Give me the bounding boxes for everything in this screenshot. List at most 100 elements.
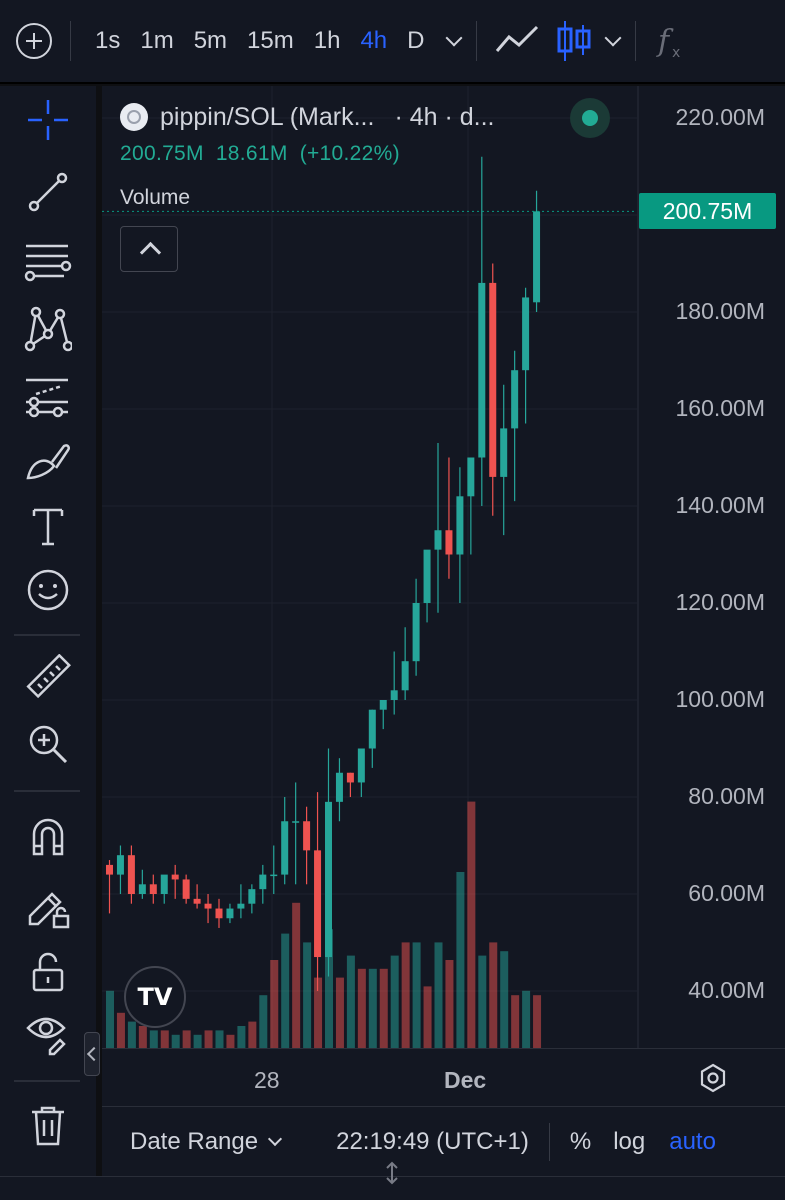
volume-bar xyxy=(116,1012,125,1048)
forecast-icon[interactable] xyxy=(18,366,78,426)
fib-retracement-icon[interactable] xyxy=(18,232,78,292)
volume-bar xyxy=(149,1030,158,1048)
candle-body xyxy=(379,700,387,710)
candles-icon[interactable] xyxy=(553,17,593,65)
candle-body xyxy=(248,889,256,904)
text-icon[interactable] xyxy=(18,496,78,556)
volume-bar xyxy=(259,995,268,1048)
candle-body xyxy=(325,801,332,958)
timeframe-4h[interactable]: 4h xyxy=(360,27,388,54)
volume-bar xyxy=(325,929,333,1048)
date-range-button[interactable]: Date Range xyxy=(130,1127,259,1155)
top-toolbar: 1s 1m 5m 15m 1h 4h D f x xyxy=(0,0,785,84)
volume-bar xyxy=(357,968,366,1048)
candle-body xyxy=(281,821,289,875)
unlock-icon[interactable] xyxy=(18,942,78,1002)
trash-icon[interactable] xyxy=(18,1096,78,1156)
collapse-legend-button[interactable] xyxy=(120,226,178,272)
candle-body xyxy=(357,748,365,783)
trend-line-icon[interactable] xyxy=(18,162,78,222)
candle-body xyxy=(346,772,354,783)
toolbar-collapse-handle[interactable] xyxy=(84,1032,100,1076)
toolbar-divider xyxy=(548,1122,550,1161)
candle-body xyxy=(116,855,124,875)
candlestick-chart[interactable] xyxy=(102,86,785,1048)
volume-bar xyxy=(204,1030,213,1048)
candle-body xyxy=(226,908,234,919)
xabcd-pattern-icon[interactable] xyxy=(18,298,78,358)
change-percent: (+10.22%) xyxy=(299,142,400,165)
symbol-title[interactable]: pippin/SOL (Mark... xyxy=(160,102,375,131)
pane-resize-handle[interactable] xyxy=(0,1161,785,1200)
candle-body xyxy=(456,496,464,555)
time-label-28: 28 xyxy=(254,1067,280,1093)
tradingview-logo[interactable]: TV xyxy=(124,966,186,1028)
timeframe-1h[interactable]: 1h xyxy=(313,27,341,54)
time-axis[interactable]: 28 Dec xyxy=(102,1048,785,1106)
ruler-icon[interactable] xyxy=(18,648,78,708)
candle-body xyxy=(412,603,420,662)
clock-timezone[interactable]: 22:19:49 (UTC+1) xyxy=(336,1127,529,1155)
magnet-icon[interactable] xyxy=(18,806,78,866)
price-axis-label: 140.00M xyxy=(675,492,765,518)
brush-icon[interactable] xyxy=(18,432,78,492)
timeframe-15m[interactable]: 15m xyxy=(247,27,294,54)
candle-body xyxy=(182,879,190,899)
symbol-legend: pippin/SOL (Mark... · 4h · d... 200.75M 1… xyxy=(120,100,494,166)
chevron-down-icon[interactable] xyxy=(268,1131,283,1146)
candle-body xyxy=(171,874,179,880)
volume-bar xyxy=(106,990,114,1048)
market-status-icon[interactable] xyxy=(570,98,610,138)
drawing-toolbar xyxy=(0,86,96,1176)
add-symbol-icon[interactable] xyxy=(16,23,52,59)
volume-bar xyxy=(270,960,279,1048)
volume-bar xyxy=(445,960,454,1048)
volume-indicator-label[interactable]: Volume xyxy=(120,186,191,209)
timeframe-d[interactable]: D xyxy=(407,27,425,54)
candle-body xyxy=(522,297,530,371)
eye-icon[interactable] xyxy=(18,1002,78,1062)
toolbar-divider xyxy=(14,634,80,636)
volume-bar xyxy=(423,986,432,1048)
chart-pane[interactable]: pippin/SOL (Mark... · 4h · d... 200.75M 1… xyxy=(102,86,785,1106)
volume-bar xyxy=(215,1030,224,1048)
indicators-fx-icon[interactable]: f x xyxy=(650,19,694,63)
auto-scale-toggle[interactable]: auto xyxy=(669,1127,716,1155)
candle-body xyxy=(434,530,442,550)
volume-bar xyxy=(138,1026,147,1048)
candle-body xyxy=(160,874,168,894)
candle-body xyxy=(138,884,146,894)
candle-body xyxy=(292,821,300,823)
settings-icon[interactable] xyxy=(698,1063,728,1093)
toolbar-divider xyxy=(70,21,71,61)
candle-body xyxy=(303,821,311,851)
line-chart-icon[interactable] xyxy=(491,21,547,61)
timeframe-1s[interactable]: 1s xyxy=(95,27,121,54)
crosshair-icon[interactable] xyxy=(18,90,78,150)
percent-scale-toggle[interactable]: % xyxy=(569,1127,592,1155)
volume-bar xyxy=(292,902,301,1048)
zoom-in-icon[interactable] xyxy=(18,714,78,774)
change-value: 18.61M xyxy=(215,142,288,165)
candle-body xyxy=(149,884,157,894)
chevron-down-icon[interactable] xyxy=(604,29,622,47)
resize-arrows-icon[interactable] xyxy=(382,1161,402,1185)
volume-bar xyxy=(379,968,388,1048)
candle-body xyxy=(237,903,245,909)
volume-bar xyxy=(303,942,312,1048)
candle-body xyxy=(259,874,267,890)
candle-body xyxy=(204,903,212,909)
lock-drawings-icon[interactable] xyxy=(18,876,78,936)
price-axis-label: 120.00M xyxy=(675,589,765,615)
timeframe-5m[interactable]: 5m xyxy=(193,27,228,54)
volume-bar xyxy=(193,1034,202,1048)
candle-body xyxy=(533,211,541,303)
timeframe-1m[interactable]: 1m xyxy=(140,27,174,54)
emoji-icon[interactable] xyxy=(18,560,78,620)
toolbar-divider xyxy=(14,1080,80,1082)
chevron-down-icon[interactable] xyxy=(445,29,463,47)
volume-bar xyxy=(401,942,410,1048)
log-scale-toggle[interactable]: log xyxy=(613,1127,646,1155)
candle-body xyxy=(489,282,497,477)
